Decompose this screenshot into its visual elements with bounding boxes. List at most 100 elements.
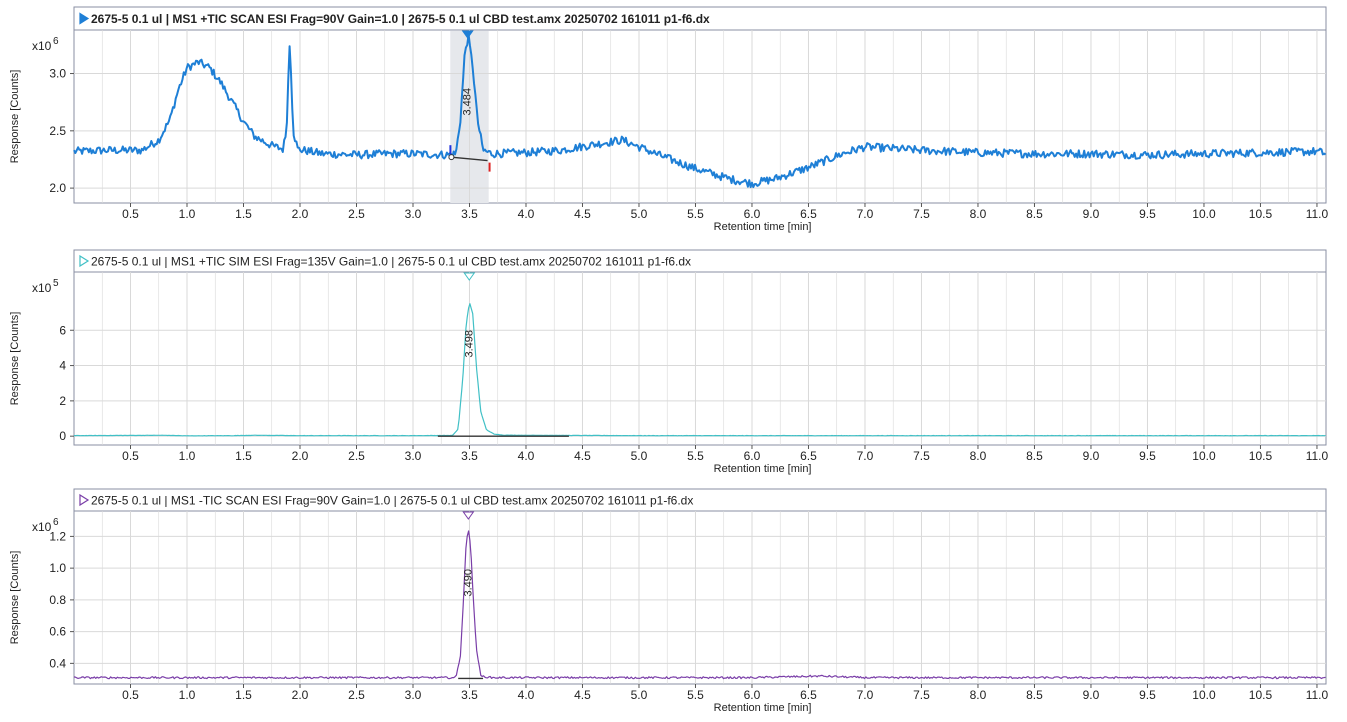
x-tick-label: 5.5 bbox=[687, 688, 704, 702]
x-tick-label: 8.0 bbox=[970, 207, 987, 221]
x-tick-label: 3.0 bbox=[405, 449, 422, 463]
x-tick-label: 5.0 bbox=[631, 449, 648, 463]
y-tick-label: 1.0 bbox=[49, 561, 66, 575]
x-tick-label: 7.0 bbox=[857, 207, 874, 221]
peak-retention-label: 3.484 bbox=[462, 88, 474, 116]
x-tick-label: 10.0 bbox=[1192, 688, 1216, 702]
y-axis-multiplier: x10 bbox=[32, 520, 52, 534]
y-tick-label: 2.0 bbox=[49, 181, 66, 195]
x-tick-label: 10.5 bbox=[1249, 688, 1273, 702]
hollow-triangle-right-icon[interactable] bbox=[79, 493, 90, 507]
y-tick-label: 6 bbox=[59, 323, 66, 337]
y-axis-exponent: 5 bbox=[53, 278, 59, 289]
x-tick-label: 9.0 bbox=[1083, 207, 1100, 221]
peak-marker-icon[interactable] bbox=[462, 511, 475, 520]
x-tick-label: 8.0 bbox=[970, 449, 987, 463]
y-tick-label: 4 bbox=[59, 359, 66, 373]
y-tick-label: 0.8 bbox=[49, 593, 66, 607]
x-tick-label: 2.0 bbox=[292, 688, 309, 702]
x-tick-label: 1.5 bbox=[235, 688, 252, 702]
hollow-triangle-right-icon[interactable] bbox=[79, 254, 90, 268]
y-axis-multiplier: x10 bbox=[32, 39, 52, 53]
peak-retention-label: 3.498 bbox=[463, 330, 475, 358]
x-tick-label: 2.5 bbox=[348, 688, 365, 702]
x-tick-label: 3.5 bbox=[461, 207, 478, 221]
x-tick-label: 9.0 bbox=[1083, 449, 1100, 463]
x-tick-label: 9.5 bbox=[1139, 207, 1156, 221]
x-tick-label: 9.5 bbox=[1139, 449, 1156, 463]
x-tick-label: 4.0 bbox=[518, 449, 535, 463]
x-tick-label: 6.0 bbox=[744, 449, 761, 463]
x-axis-label: Retention time [min] bbox=[714, 702, 812, 714]
x-tick-label: 10.5 bbox=[1249, 207, 1273, 221]
x-axis-label: Retention time [min] bbox=[714, 463, 812, 475]
x-tick-label: 4.5 bbox=[574, 207, 591, 221]
plot-area[interactable] bbox=[73, 271, 1327, 446]
y-tick-label: 0.6 bbox=[49, 625, 66, 639]
baseline-anchor-icon[interactable] bbox=[448, 154, 455, 161]
x-tick-label: 6.0 bbox=[744, 207, 761, 221]
x-tick-label: 8.0 bbox=[970, 688, 987, 702]
y-axis-label: Response [Counts] bbox=[9, 551, 21, 645]
x-tick-label: 7.0 bbox=[857, 688, 874, 702]
y-tick-label: 2 bbox=[59, 394, 66, 408]
x-tick-label: 2.0 bbox=[292, 207, 309, 221]
y-tick-label: 2.5 bbox=[49, 124, 66, 138]
x-tick-label: 0.5 bbox=[122, 207, 139, 221]
x-tick-label: 1.5 bbox=[235, 449, 252, 463]
x-tick-label: 7.5 bbox=[913, 688, 930, 702]
y-tick-label: 0.4 bbox=[49, 656, 66, 670]
y-tick-label: 1.2 bbox=[49, 529, 66, 543]
y-axis-exponent: 6 bbox=[53, 517, 59, 528]
y-tick-label: 0 bbox=[59, 429, 66, 443]
x-tick-label: 9.0 bbox=[1083, 688, 1100, 702]
chromatogram-trace bbox=[74, 303, 1326, 437]
x-tick-label: 1.5 bbox=[235, 207, 252, 221]
filled-triangle-right-icon[interactable] bbox=[79, 12, 90, 25]
x-tick-label: 7.5 bbox=[913, 207, 930, 221]
y-axis-label: Response [Counts] bbox=[9, 70, 21, 164]
y-axis-multiplier: x10 bbox=[32, 281, 52, 295]
x-tick-label: 5.5 bbox=[687, 207, 704, 221]
y-axis-label: Response [Counts] bbox=[9, 312, 21, 406]
plot-area[interactable] bbox=[73, 29, 1327, 204]
x-tick-label: 4.0 bbox=[518, 688, 535, 702]
x-tick-label: 11.0 bbox=[1306, 207, 1329, 221]
x-tick-label: 1.0 bbox=[179, 449, 196, 463]
chart-panel-1: 2675-5 0.1 ul | MS1 +TIC SCAN ESI Frag=9… bbox=[9, 6, 1329, 233]
x-tick-label: 2.5 bbox=[348, 449, 365, 463]
x-tick-label: 1.0 bbox=[179, 207, 196, 221]
chromatogram-trace bbox=[73, 33, 1327, 189]
y-axis-exponent: 6 bbox=[53, 36, 59, 47]
x-tick-label: 10.5 bbox=[1249, 449, 1273, 463]
x-tick-label: 6.5 bbox=[800, 449, 817, 463]
integration-baseline bbox=[451, 156, 488, 162]
x-tick-label: 10.0 bbox=[1192, 207, 1216, 221]
x-tick-label: 1.0 bbox=[179, 688, 196, 702]
x-tick-label: 2.5 bbox=[348, 207, 365, 221]
x-tick-label: 4.5 bbox=[574, 688, 591, 702]
x-tick-label: 6.0 bbox=[744, 688, 761, 702]
chart-panel-2: 2675-5 0.1 ul | MS1 +TIC SIM ESI Frag=13… bbox=[9, 249, 1329, 475]
x-tick-label: 8.5 bbox=[1026, 688, 1043, 702]
x-tick-label: 5.0 bbox=[631, 688, 648, 702]
y-tick-label: 3.0 bbox=[49, 67, 66, 81]
x-tick-label: 4.0 bbox=[518, 207, 535, 221]
chart-title: 2675-5 0.1 ul | MS1 +TIC SIM ESI Frag=13… bbox=[91, 255, 691, 269]
peak-retention-label: 3.490 bbox=[462, 569, 474, 597]
x-tick-label: 4.5 bbox=[574, 449, 591, 463]
plot-area[interactable] bbox=[73, 510, 1327, 685]
peak-marker-icon[interactable] bbox=[463, 272, 476, 281]
x-tick-label: 11.0 bbox=[1306, 449, 1329, 463]
x-tick-label: 2.0 bbox=[292, 449, 309, 463]
x-tick-label: 3.5 bbox=[461, 449, 478, 463]
x-tick-label: 6.5 bbox=[800, 207, 817, 221]
peak-marker-icon[interactable] bbox=[461, 30, 474, 39]
chromatogram-trace bbox=[73, 530, 1326, 680]
x-tick-label: 11.0 bbox=[1306, 688, 1329, 702]
x-tick-label: 6.5 bbox=[800, 688, 817, 702]
chart-title: 2675-5 0.1 ul | MS1 -TIC SCAN ESI Frag=9… bbox=[91, 494, 693, 508]
x-tick-label: 3.5 bbox=[461, 688, 478, 702]
x-tick-label: 3.0 bbox=[405, 688, 422, 702]
